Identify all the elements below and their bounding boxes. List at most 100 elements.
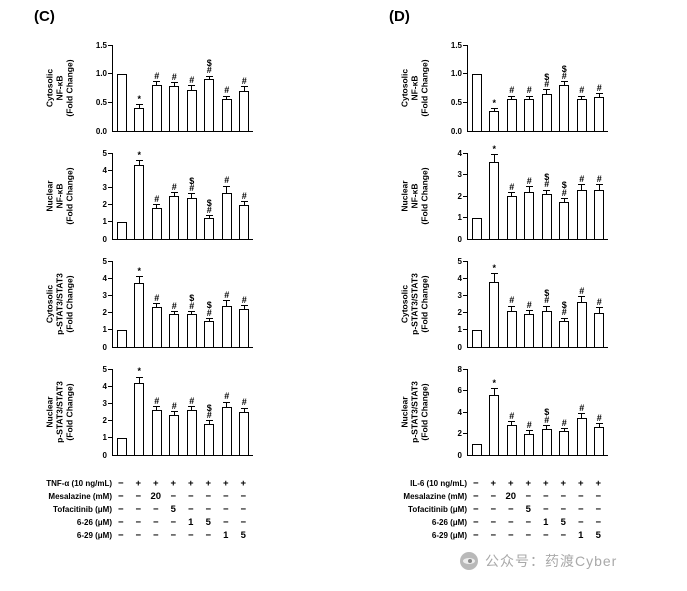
treatment-cell: −	[507, 517, 514, 528]
y-tick-mark	[463, 329, 468, 331]
y-tick-mark	[463, 312, 468, 314]
error-bar	[508, 420, 516, 426]
y-tick-label: 3	[102, 398, 107, 408]
treatment-cell: −	[222, 504, 229, 515]
treatment-label: Tofacitinib (μM)	[408, 505, 467, 514]
error-bar	[595, 92, 603, 97]
error-bar	[490, 107, 498, 112]
significance-marker: #	[509, 85, 515, 96]
y-tick-mark	[108, 204, 113, 206]
treatment-row: Tofacitinib (μM) − − −5− − − −	[28, 503, 268, 516]
error-bar	[240, 85, 248, 91]
y-tick-mark	[463, 44, 468, 46]
treatment-cell: −	[507, 530, 514, 541]
bar	[559, 431, 570, 455]
treatment-cell: −	[472, 517, 479, 528]
y-axis-label: Nuclear NF-κB (Fold Change)	[399, 167, 431, 225]
treatment-cell: −	[135, 530, 142, 541]
bar-chart-D-3: Cytosolic p-STAT3/STAT3 (Fold Change) 0 1 2…	[383, 257, 623, 352]
y-tick-mark	[108, 186, 113, 189]
treatment-row: TNF-α (10 ng/mL) − + + + + + + +	[28, 477, 268, 490]
treatment-cell: 5	[595, 530, 601, 541]
bar	[489, 394, 500, 455]
error-bar	[153, 80, 161, 86]
y-tick-mark	[108, 169, 113, 171]
y-tick-mark	[463, 101, 468, 104]
treatment-cell: −	[560, 491, 567, 502]
treatment-cell: −	[240, 504, 247, 515]
treatment-cell: −	[117, 478, 124, 489]
y-tick-label: 1	[102, 433, 107, 443]
y-tick-label: 1.0	[450, 69, 462, 79]
bar	[471, 73, 482, 131]
error-bar	[188, 405, 196, 411]
eye-logo-icon	[460, 552, 478, 570]
treatment-cell: −	[135, 517, 142, 528]
y-tick-mark	[463, 277, 468, 279]
treatment-cell: −	[472, 478, 479, 489]
bar	[506, 424, 517, 455]
error-bar	[525, 309, 533, 315]
bar	[134, 108, 145, 131]
treatment-cell: −	[542, 504, 549, 515]
treatment-cell: −	[170, 530, 177, 541]
error-bar	[135, 376, 143, 383]
y-tick-label: 3	[457, 170, 462, 179]
error-bar	[578, 413, 586, 419]
watermark-text: 公众号：药渡Cyber	[485, 553, 618, 569]
bar	[169, 86, 180, 131]
error-bar	[508, 305, 516, 312]
y-tick-mark	[108, 402, 113, 405]
y-tick-label: 0.5	[450, 97, 462, 107]
treatment-cell: −	[152, 530, 159, 541]
bar	[594, 427, 605, 455]
plot-area: 0.0 0.5 1.0 1.5 * # # # $ # # #	[96, 41, 253, 136]
y-axis-label: Nuclear p-STAT3/STAT3 (Fold Change)	[44, 381, 76, 443]
treatment-cell: −	[240, 491, 247, 502]
error-bar	[595, 422, 603, 428]
y-tick-label: 4	[102, 273, 107, 283]
significance-marker: $ #	[189, 175, 195, 194]
significance-marker: $ #	[544, 71, 550, 90]
treatment-row: 6-26 (μM) − − − −1 5− −	[383, 516, 623, 529]
significance-marker: #	[596, 297, 602, 308]
bar-chart-D-2: Nuclear NF-κB (Fold Change) 0 1 2 3 4 * # # $ # $ …	[383, 145, 623, 244]
significance-marker: #	[224, 175, 230, 186]
y-tick-mark	[108, 294, 113, 297]
error-bar	[543, 189, 551, 195]
error-bar	[595, 184, 603, 190]
y-tick-label: 1	[102, 217, 107, 227]
significance-marker: #	[189, 395, 195, 406]
y-axis-label: Cytosolic p-STAT3/STAT3 (Fold Change)	[399, 273, 431, 335]
treatment-row: 6-29 (μM) − − − − − −1 5	[28, 529, 268, 542]
y-tick-mark	[108, 73, 113, 75]
treatment-cell: −	[560, 504, 567, 515]
plot-area: 0 1 2 3 4 * # # $ # $ # # #	[458, 145, 608, 244]
treatment-cell: 1	[543, 517, 549, 528]
bar	[541, 310, 552, 347]
treatment-cells: − − − −1 5− −	[112, 517, 252, 528]
y-tick-mark	[463, 390, 468, 392]
significance-marker: $ #	[561, 63, 567, 82]
bar	[506, 99, 517, 131]
error-bar	[595, 307, 603, 313]
treatment-cell: −	[117, 517, 124, 528]
significance-marker: #	[189, 75, 195, 86]
y-tick-label: 2	[457, 308, 462, 318]
y-tick-label: 0	[102, 450, 107, 460]
treatment-label: TNF-α (10 ng/mL)	[46, 479, 112, 488]
significance-marker: *	[137, 266, 141, 277]
y-tick-label: 4	[457, 407, 462, 417]
significance-marker: #	[526, 419, 532, 430]
error-bar	[240, 201, 248, 205]
treatment-cell: −	[577, 504, 584, 515]
treatment-cells: − − −5− − − −	[112, 504, 252, 515]
y-tick-label: 4	[457, 273, 462, 283]
treatment-cell: −	[117, 504, 124, 515]
treatment-row: Mesalazine (mM) − −20− − − − −	[383, 490, 623, 503]
significance-marker: #	[171, 182, 177, 193]
y-tick-mark	[108, 437, 113, 439]
significance-marker: #	[241, 190, 247, 201]
watermark: 公众号：药渡Cyber	[460, 551, 617, 571]
bar	[169, 196, 180, 239]
